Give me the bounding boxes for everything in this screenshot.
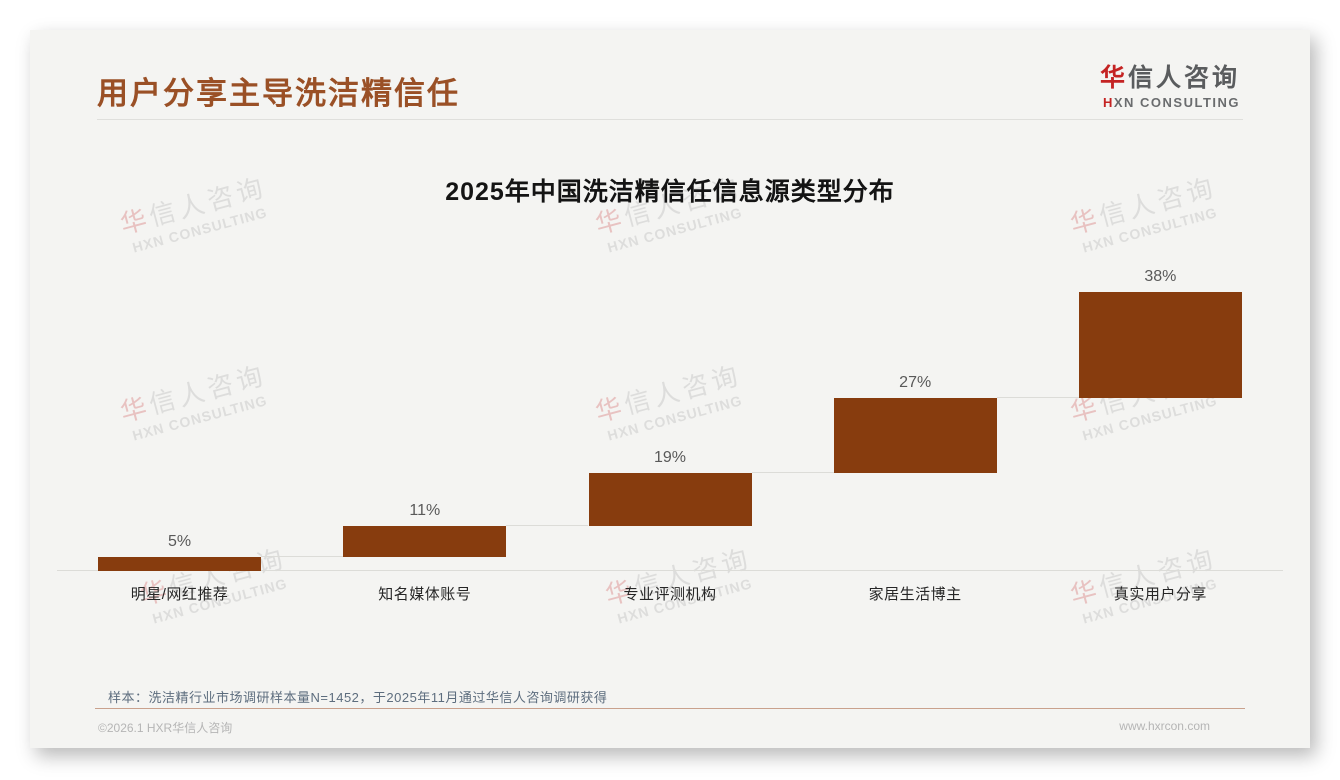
- connector-line: [996, 397, 1079, 399]
- value-label: 19%: [653, 449, 687, 467]
- logo-en-rest: XN CONSULTING: [1113, 95, 1240, 110]
- connector-line: [261, 556, 344, 558]
- chart-bar-5: [1078, 292, 1242, 399]
- sample-note: 样本：洗洁精行业市场调研样本量N=1452，于2025年11月通过华信人咨询调研…: [108, 690, 608, 705]
- footer: ©2026.1 HXR华信人咨询 www.hxrcon.com: [98, 719, 1210, 736]
- company-logo: 华信人咨询 HXN CONSULTING: [1100, 58, 1240, 110]
- website-url: www.hxrcon.com: [1119, 719, 1210, 733]
- copyright-text: ©2026.1 HXR华信人咨询: [98, 721, 233, 735]
- value-label: 5%: [168, 533, 192, 551]
- chart-title: 2025年中国洗洁精信任信息源类型分布: [445, 178, 895, 206]
- chart-bar-3: [588, 473, 752, 527]
- x-axis-line: [57, 570, 1283, 571]
- chart-bar-2: [343, 526, 507, 558]
- title-divider: [97, 119, 1243, 120]
- value-label: 11%: [409, 502, 441, 520]
- category-label: 专业评测机构: [623, 586, 717, 603]
- slide-card: 用户分享主导洗洁精信任 华信人咨询 HXN CONSULTING 2025年中国…: [30, 30, 1310, 748]
- chart-bar-1: [98, 557, 262, 571]
- category-label: 真实用户分享: [1113, 586, 1207, 603]
- category-label: 家居生活博主: [868, 586, 962, 603]
- category-label: 明星/网红推荐: [130, 586, 229, 603]
- value-label: 38%: [1144, 268, 1177, 285]
- category-label: 知名媒体账号: [378, 586, 472, 603]
- page-title: 用户分享主导洗洁精信任: [97, 76, 460, 111]
- waterfall-chart: 5% 明星/网红推荐 11% 知名媒体账号 19% 专业评测机构 27% 家居生活博主 38% 真…: [57, 261, 1283, 603]
- chart-bar-4: [833, 398, 997, 474]
- connector-line: [506, 525, 589, 527]
- value-label: 27%: [899, 374, 932, 392]
- footer-divider: [95, 708, 1245, 709]
- logo-accent-char: 华: [1099, 64, 1128, 92]
- logo-rest-chars: 信人咨询: [1127, 64, 1240, 92]
- logo-en-accent: H: [1102, 95, 1114, 110]
- logo-english-name: HXN CONSULTING: [1100, 95, 1240, 110]
- logo-chinese-name: 华信人咨询: [1100, 58, 1240, 94]
- connector-line: [751, 472, 834, 474]
